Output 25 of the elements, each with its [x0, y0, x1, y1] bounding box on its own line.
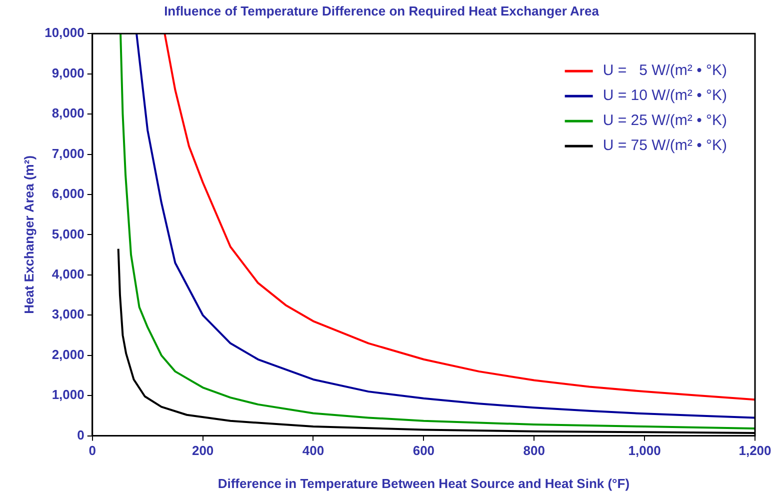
y-tick-label: 0	[77, 427, 84, 442]
x-tick-label: 200	[192, 443, 214, 458]
x-tick-label: 1,000	[628, 443, 661, 458]
y-axis-title: Heat Exchanger Area (m²)	[21, 155, 36, 314]
y-tick-label: 6,000	[52, 186, 84, 202]
x-axis-title: Difference in Temperature Between Heat Source and Heat Sink (°F)	[218, 476, 630, 491]
y-tick-label: 8,000	[52, 106, 84, 121]
x-tick-label: 600	[412, 443, 435, 458]
legend-label: U = 75 W/(m² • °K)	[602, 137, 728, 154]
x-tick-label: 1,200	[738, 443, 772, 458]
y-tick-label: 2,000	[52, 346, 84, 362]
legend-label: U = 5 W/(m² • °K)	[602, 62, 727, 80]
x-tick-label: 800	[523, 443, 545, 458]
legend-label: U = 10 W/(m² • °K)	[602, 87, 728, 104]
legend-label: U = 25 W/(m² • °K)	[602, 112, 728, 130]
x-tick-label: 400	[302, 443, 324, 458]
x-tick-label: 0	[88, 443, 96, 458]
y-tick-label: 1,000	[52, 387, 84, 402]
y-tick-label: 9,000	[52, 65, 84, 80]
y-tick-label: 10,000	[44, 25, 84, 40]
chart-title: Influence of Temperature Difference on Required Heat Exchanger Area	[164, 3, 600, 18]
y-tick-label: 5,000	[52, 226, 84, 242]
y-tick-label: 7,000	[52, 146, 84, 161]
y-tick-label: 4,000	[52, 266, 84, 282]
y-tick-label: 3,000	[52, 306, 84, 322]
